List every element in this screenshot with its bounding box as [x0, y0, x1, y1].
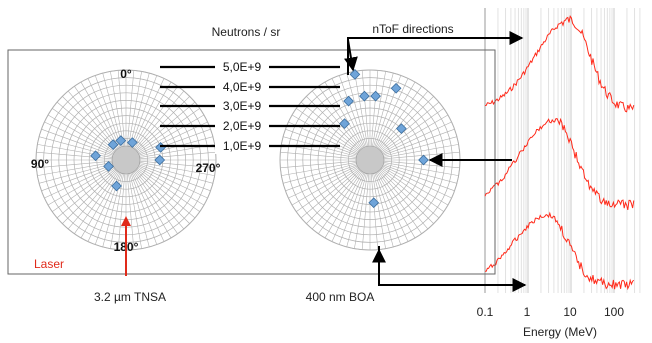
data-marker — [390, 82, 402, 94]
spectrum-curve — [485, 211, 635, 291]
x-tick-10: 10 — [563, 305, 577, 319]
spectrum-curve — [484, 15, 635, 113]
level-label-2e9: 2,0E+9 — [223, 119, 262, 133]
data-marker — [370, 90, 381, 102]
data-marker — [154, 154, 166, 166]
data-marker — [126, 137, 138, 148]
level-label-4e9: 4,0E+9 — [223, 80, 262, 94]
angle-label-0: 0° — [120, 67, 132, 81]
laser-label: Laser — [34, 257, 64, 271]
data-marker — [90, 150, 101, 162]
level-legend: 5,0E+9 4,0E+9 3,0E+9 2,0E+9 1,0E+9 — [160, 59, 340, 154]
spectra-tick-labels: 0.1 1 10 100 — [477, 305, 625, 319]
laser-indicator: Laser — [34, 216, 131, 276]
data-marker — [111, 180, 122, 192]
spectrum-curve — [484, 117, 635, 211]
polar-panel-frame — [7, 49, 496, 275]
right-polar-plot — [279, 68, 461, 251]
ntof-arrows — [344, 31, 527, 292]
x-tick-1: 1 — [524, 305, 531, 319]
data-marker — [368, 197, 380, 209]
ntof-label: nToF directions — [372, 22, 453, 36]
data-marker — [349, 68, 361, 80]
ntof-arrow-top-to-marker — [344, 39, 358, 72]
level-label-5e9: 5,0E+9 — [223, 60, 262, 74]
right-caption: 400 nm BOA — [306, 290, 375, 304]
x-tick-0.1: 0.1 — [477, 305, 494, 319]
x-axis-label: Energy (MeV) — [523, 325, 597, 339]
data-marker — [343, 95, 354, 107]
data-marker — [103, 160, 114, 172]
left-polar-plot — [35, 69, 217, 251]
data-marker — [396, 123, 407, 134]
level-label-1e9: 1,0E+9 — [223, 139, 262, 153]
spectra-panel: 0.1 1 10 100 Energy (MeV) — [477, 8, 641, 339]
data-marker — [115, 135, 127, 146]
data-marker — [359, 90, 370, 102]
angle-label-270: 270° — [196, 161, 221, 175]
left-caption: 3.2 µm TNSA — [94, 290, 166, 304]
level-label-3e9: 3,0E+9 — [223, 99, 262, 113]
laser-arrowhead — [121, 216, 131, 226]
data-marker — [339, 118, 350, 129]
spectra-curves — [484, 15, 635, 291]
neutrons-label: Neutrons / sr — [212, 25, 281, 39]
data-marker — [418, 154, 429, 166]
x-tick-100: 100 — [604, 305, 624, 319]
spectra-grid — [484, 8, 641, 293]
angle-label-90: 90° — [31, 157, 49, 171]
data-marker — [107, 139, 119, 150]
